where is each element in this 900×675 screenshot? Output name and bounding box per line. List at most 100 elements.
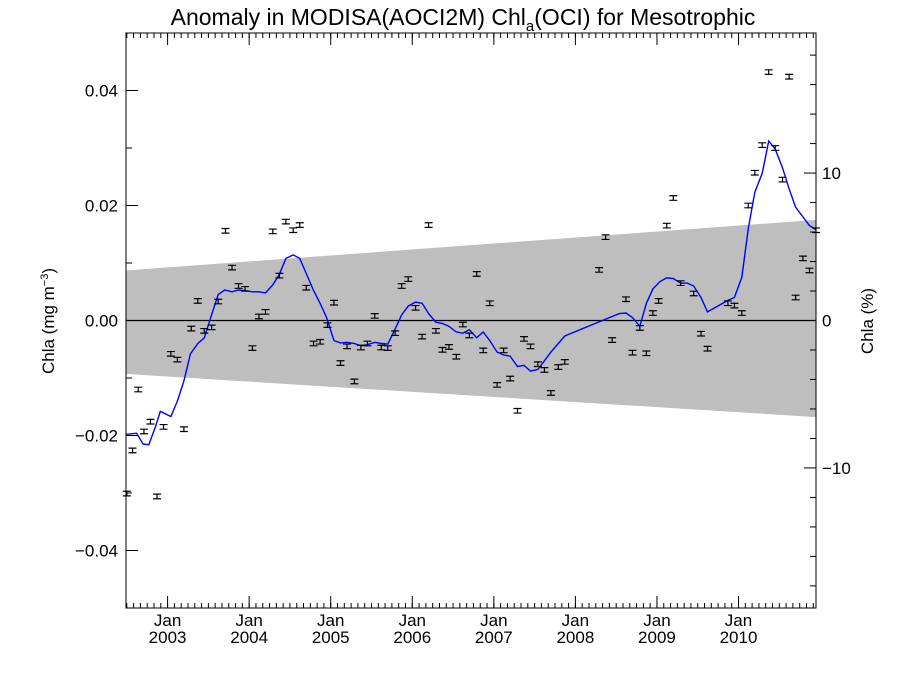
data-point-12 [200,327,209,334]
x-tick-month-label-3: Jan [399,611,426,630]
data-point-88 [771,145,780,151]
data-point-91 [791,294,800,301]
x-tick-month-label-5: Jan [562,611,589,630]
y-tick-label-left-3: −0.02 [75,427,118,446]
y-axis-label-left: Chla (mg m−3) [39,268,58,374]
data-point-25 [289,227,298,234]
data-point-18 [241,285,250,292]
data-point-8 [173,356,182,363]
data-point-11 [193,298,202,304]
x-tick-year-label-7: 2010 [720,628,758,647]
data-point-46 [431,327,440,334]
x-tick-year-label-1: 2004 [230,628,268,647]
data-point-1 [128,447,137,454]
y-tick-label-left-1: 0.02 [85,197,118,216]
data-point-4 [146,418,155,425]
data-point-85 [750,169,759,176]
data-point-30 [323,322,332,328]
data-point-90 [785,73,794,80]
data-point-26 [295,222,304,228]
data-point-40 [391,330,400,337]
data-point-10 [187,325,196,332]
data-point-75 [662,222,671,229]
data-point-36 [363,340,372,347]
chart-title: Anomaly in MODISA(AOCI2M) Chla(OCI) for … [171,4,756,35]
x-tick-year-label-3: 2006 [393,628,431,647]
data-point-27 [302,284,311,291]
data-point-52 [472,271,481,277]
data-point-24 [281,218,290,225]
data-point-28 [309,340,318,347]
data-point-62 [540,367,549,373]
x-tick-year-label-2: 2005 [312,628,350,647]
data-point-56 [499,347,508,354]
data-point-54 [485,300,494,307]
data-point-48 [444,344,453,350]
data-point-87 [764,69,773,75]
data-point-39 [383,345,392,351]
data-point-79 [697,330,705,337]
data-point-58 [513,407,522,414]
data-point-60 [526,343,535,350]
data-point-53 [479,347,488,354]
data-point-59 [520,336,529,342]
data-point-80 [703,345,712,352]
data-point-51 [465,332,474,339]
data-point-6 [159,423,168,430]
y-axis-label-right: Chla (%) [858,288,877,354]
data-point-86 [758,142,767,149]
data-point-63 [546,390,555,396]
data-point-42 [404,276,413,282]
x-tick-month-label-6: Jan [643,611,670,630]
data-point-13 [207,324,216,331]
data-point-34 [350,378,359,385]
data-point-61 [533,361,542,368]
data-point-78 [689,290,698,297]
data-point-49 [452,353,461,360]
data-point-0 [122,490,131,497]
data-point-71 [635,325,644,331]
data-point-3 [139,428,148,435]
data-point-19 [248,345,257,351]
y-tick-label-right-0: 10 [822,164,841,183]
data-point-32 [336,360,345,366]
data-point-2 [134,386,143,393]
x-tick-month-label-1: Jan [235,611,262,630]
x-tick-year-label-0: 2003 [149,628,187,647]
data-point-50 [458,321,467,328]
data-point-74 [654,298,663,304]
data-point-76 [669,195,678,201]
x-tick-month-label-0: Jan [154,611,181,630]
data-point-33 [343,343,352,350]
data-point-69 [621,296,630,303]
data-point-14 [214,298,223,305]
data-point-55 [493,382,502,388]
x-tick-month-label-7: Jan [725,611,752,630]
data-point-81 [723,300,732,307]
x-tick-month-label-2: Jan [317,611,344,630]
data-point-7 [166,350,175,357]
data-point-66 [595,267,604,273]
data-point-84 [744,202,753,209]
data-point-45 [424,222,433,228]
x-tick-month-label-4: Jan [480,611,507,630]
data-point-17 [234,283,243,289]
x-tick-year-label-6: 2009 [638,628,676,647]
y-tick-label-left-4: −0.04 [75,542,118,561]
y-tick-label-right-2: −10 [822,459,851,478]
data-point-43 [411,304,420,311]
data-point-16 [228,264,237,271]
data-point-68 [608,337,617,343]
data-point-23 [275,272,284,279]
data-point-21 [261,308,270,315]
data-point-9 [179,426,188,433]
data-point-70 [628,349,637,356]
data-point-15 [221,227,230,234]
plot-area: 0.040.020.00−0.02−0.04100−10Jan2003Jan20… [75,32,851,647]
y-tick-label-left-2: 0.00 [85,312,118,331]
data-point-92 [798,255,807,262]
data-point-29 [316,338,325,345]
data-point-44 [418,333,427,340]
data-point-5 [152,493,161,500]
x-tick-year-label-5: 2008 [556,628,594,647]
